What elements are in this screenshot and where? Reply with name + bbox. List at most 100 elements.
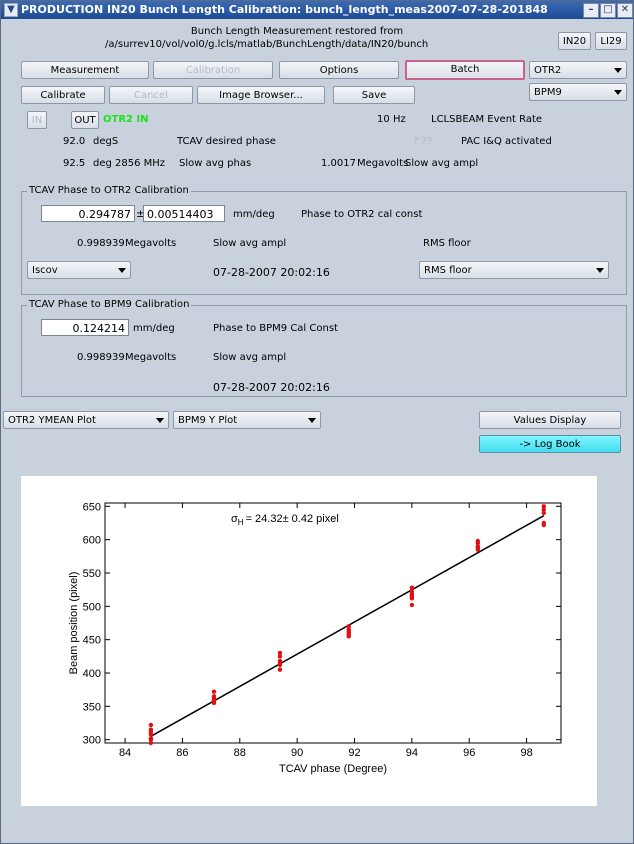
data-point xyxy=(211,689,217,694)
data-point xyxy=(541,507,546,512)
data-point xyxy=(277,667,283,672)
x-axis-label: TCAV phase (Degree) xyxy=(279,763,387,775)
in-button[interactable]: IN xyxy=(27,111,47,129)
data-point xyxy=(148,722,154,728)
close-icon[interactable]: ✕ xyxy=(617,3,633,18)
maximize-icon[interactable]: □ xyxy=(600,3,616,18)
plot-frame xyxy=(104,502,562,744)
bpm9-ampl-unit: Megavolts xyxy=(125,352,177,363)
screen-select-value: OTR2 xyxy=(534,65,562,76)
y-axis-label: Beam position (pixel) xyxy=(68,572,80,675)
out-button[interactable]: OUT xyxy=(71,111,99,129)
iscov-select-value: Iscov xyxy=(32,265,58,276)
x-tick-label: 96 xyxy=(463,747,475,759)
dropdown-arrow-icon xyxy=(118,268,126,273)
x-tick-label: 84 xyxy=(119,747,131,759)
bpm9-const-label: Phase to BPM9 Cal Const xyxy=(213,323,338,334)
iscov-select[interactable]: Iscov xyxy=(27,261,131,279)
dropdown-arrow-icon xyxy=(614,90,622,95)
cancel-button[interactable]: Cancel xyxy=(109,86,193,104)
bpm-select-value: BPM9 xyxy=(534,87,562,98)
data-point xyxy=(211,696,217,701)
slow-phase-value: 92.5 xyxy=(63,158,86,169)
rate-label: LCLSBEAM Event Rate xyxy=(431,114,543,125)
bpm9-unit: mm/deg xyxy=(133,323,175,334)
bpm-select[interactable]: BPM9 xyxy=(529,83,627,101)
rms-floor-select-value: RMS floor xyxy=(424,265,472,276)
calibrate-button[interactable]: Calibrate xyxy=(21,86,105,104)
otr2-timestamp: 07-28-2007 20:02:16 xyxy=(213,266,330,279)
data-point xyxy=(346,624,351,629)
otr2-ampl-unit: Megavolts xyxy=(125,238,177,249)
screen-select[interactable]: OTR2 xyxy=(529,61,627,79)
phase-unit: degS xyxy=(93,136,119,147)
data-point xyxy=(277,650,283,656)
tab-calibration[interactable]: Calibration xyxy=(153,61,273,79)
tab-measurement[interactable]: Measurement xyxy=(21,61,149,79)
ampl-value: 1.0017 xyxy=(321,158,356,169)
bottom-strip xyxy=(1,837,633,843)
x-tick-label: 98 xyxy=(520,747,532,759)
y-tick-label: 500 xyxy=(83,601,101,613)
data-point xyxy=(277,660,283,666)
ampl-unit: Megavolts xyxy=(357,158,409,169)
li29-button[interactable]: LI29 xyxy=(595,32,627,50)
plot2-select-value: BPM9 Y Plot xyxy=(178,415,238,426)
bpm9-calibration-group xyxy=(21,305,627,397)
x-tick-label: 92 xyxy=(348,747,360,759)
in20-button[interactable]: IN20 xyxy=(558,32,591,50)
otr2-unit: mm/deg xyxy=(233,209,275,220)
dropdown-arrow-icon xyxy=(614,68,622,73)
dropdown-arrow-icon xyxy=(596,268,604,273)
pac-status: ? ?? xyxy=(413,136,433,147)
x-tick-label: 86 xyxy=(176,747,188,759)
slow-phase-unit: deg 2856 MHz xyxy=(93,158,166,169)
bpm9-const-field[interactable]: 0.124214 xyxy=(41,319,129,336)
tab-batch[interactable]: Batch xyxy=(405,60,525,80)
log-book-button[interactable]: -> Log Book xyxy=(479,435,621,453)
x-tick-label: 88 xyxy=(234,747,246,759)
data-point xyxy=(541,520,546,526)
values-display-button[interactable]: Values Display xyxy=(479,411,621,429)
beam-position-chart: 84 86 88 90 92 94 96 98 300 350 400 450 500 550 600 650… xyxy=(68,501,562,775)
phase-label: TCAV desired phase xyxy=(177,136,276,147)
otr2-ampl-label: Slow avg ampl xyxy=(213,238,287,249)
otr2-in-status: OTR2 IN xyxy=(103,114,149,125)
y-tick-label: 450 xyxy=(83,635,101,647)
y-tick-label: 550 xyxy=(83,568,101,580)
rate-value: 10 xyxy=(377,114,390,125)
rate-unit: Hz xyxy=(393,114,406,125)
rms-floor-select[interactable]: RMS floor xyxy=(419,261,609,279)
bpm9-ampl-value: 0.998939 xyxy=(77,352,125,363)
x-tick-label: 94 xyxy=(406,747,418,759)
title-bar: ▼ PRODUCTION IN20 Bunch Length Calibrati… xyxy=(1,1,633,19)
data-point xyxy=(475,545,481,550)
pac-label: PAC I&Q activated xyxy=(461,136,552,147)
data-point xyxy=(409,585,415,590)
bpm9-ampl-label: Slow avg ampl xyxy=(213,352,287,363)
data-point xyxy=(541,504,546,509)
minimize-icon[interactable]: – xyxy=(583,3,599,18)
otr2-const-field[interactable]: 0.294787 xyxy=(41,205,135,222)
data-point xyxy=(148,737,154,742)
plot-area: 84 86 88 90 92 94 96 98 300 350 400 450 500 550 600 650… xyxy=(21,476,597,806)
plot1-select[interactable]: OTR2 YMEAN Plot xyxy=(3,411,169,429)
restore-path: /a/surrev10/vol/vol0/g.lcls/matlab/Bunch… xyxy=(105,39,429,50)
sigma-annotation: σH = 24.32± 0.42 pixel xyxy=(231,513,339,527)
chevron-down-icon[interactable]: ▼ xyxy=(4,3,18,17)
otr2-ampl-value: 0.998939 xyxy=(77,238,125,249)
y-tick-label: 650 xyxy=(83,501,101,513)
image-browser-button[interactable]: Image Browser... xyxy=(197,86,325,104)
dropdown-arrow-icon xyxy=(308,418,316,423)
plus-minus-symbol: ± xyxy=(136,207,146,220)
plot2-select[interactable]: BPM9 Y Plot xyxy=(173,411,321,429)
data-point xyxy=(148,740,154,746)
tab-options[interactable]: Options xyxy=(279,61,399,79)
x-tick-label: 90 xyxy=(291,747,303,759)
dropdown-arrow-icon xyxy=(156,418,164,423)
data-point xyxy=(346,629,351,634)
y-tick-label: 350 xyxy=(83,701,101,713)
data-point xyxy=(148,729,154,734)
otr2-const-error-field[interactable]: 0.00514403 xyxy=(143,205,225,222)
save-button[interactable]: Save xyxy=(333,86,415,104)
